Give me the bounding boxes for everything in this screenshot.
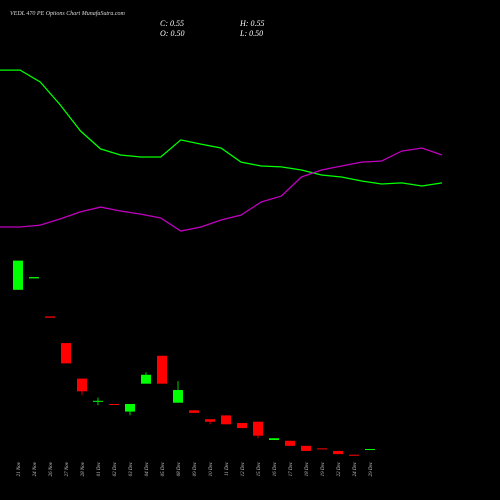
- x-tick-label: 09 Dec: [193, 461, 198, 476]
- candle-body: [173, 390, 183, 403]
- candle-body: [141, 374, 151, 384]
- average-line: [0, 69, 443, 187]
- x-tick-label: 16 Dec: [273, 461, 278, 476]
- chart-title: VEDL 470 PE Options Chart MunafaSutra.co…: [10, 10, 126, 17]
- x-tick-label: 01 Dec: [97, 461, 102, 476]
- candle-body: [125, 403, 135, 412]
- x-tick-label: 22 Dec: [337, 461, 342, 476]
- candle-body: [189, 410, 199, 413]
- candle-body: [77, 378, 87, 392]
- candle-body: [157, 355, 167, 384]
- x-tick-label: 12 Dec: [241, 461, 246, 476]
- x-tick-label: 10 Dec: [209, 461, 214, 476]
- x-tick-label: 04 Dec: [145, 461, 150, 476]
- x-tick-label: 02 Dec: [113, 461, 118, 476]
- low-label: L: 0.50: [239, 29, 263, 38]
- x-tick-label: 11 Dec: [225, 461, 230, 476]
- average-line: [0, 147, 443, 232]
- open-label: O: 0.50: [160, 29, 184, 38]
- candle-body: [333, 450, 343, 455]
- x-tick-label: 26 Nov: [49, 461, 54, 476]
- candle-body: [205, 419, 215, 422]
- x-tick-label: 15 Dec: [257, 461, 262, 476]
- x-tick-label: 24 Nov: [33, 461, 38, 476]
- candle-body: [237, 423, 247, 429]
- candle-body: [221, 415, 231, 425]
- x-tick-label: 24 Dec: [353, 461, 358, 476]
- candle-body: [29, 277, 39, 279]
- candle-body: [61, 343, 71, 364]
- candle-body: [317, 448, 327, 450]
- candle-body: [285, 440, 295, 446]
- x-tick-label: 08 Dec: [177, 461, 182, 476]
- x-tick-label: 18 Dec: [305, 461, 310, 476]
- x-tick-label: 28 Nov: [81, 461, 86, 476]
- x-tick-label: 27 Nov: [65, 461, 70, 476]
- candle-body: [13, 260, 23, 290]
- x-tick-label: 29 Dec: [369, 461, 374, 476]
- high-label: H: 0.55: [239, 19, 264, 28]
- candle-body: [45, 316, 55, 318]
- candle-body: [349, 454, 359, 456]
- candle-body: [109, 403, 119, 405]
- x-tick-label: 03 Dec: [129, 461, 134, 476]
- candle-body: [365, 449, 375, 451]
- candle-body: [301, 445, 311, 451]
- candle-body: [253, 421, 263, 436]
- x-tick-label: 17 Dec: [289, 461, 294, 476]
- close-label: C: 0.55: [160, 19, 184, 28]
- candle-body: [269, 438, 279, 441]
- candle-body: [93, 400, 103, 402]
- x-tick-label: 05 Dec: [161, 461, 166, 476]
- x-tick-label: 21 Nov: [17, 461, 22, 476]
- x-tick-label: 19 Dec: [321, 461, 326, 476]
